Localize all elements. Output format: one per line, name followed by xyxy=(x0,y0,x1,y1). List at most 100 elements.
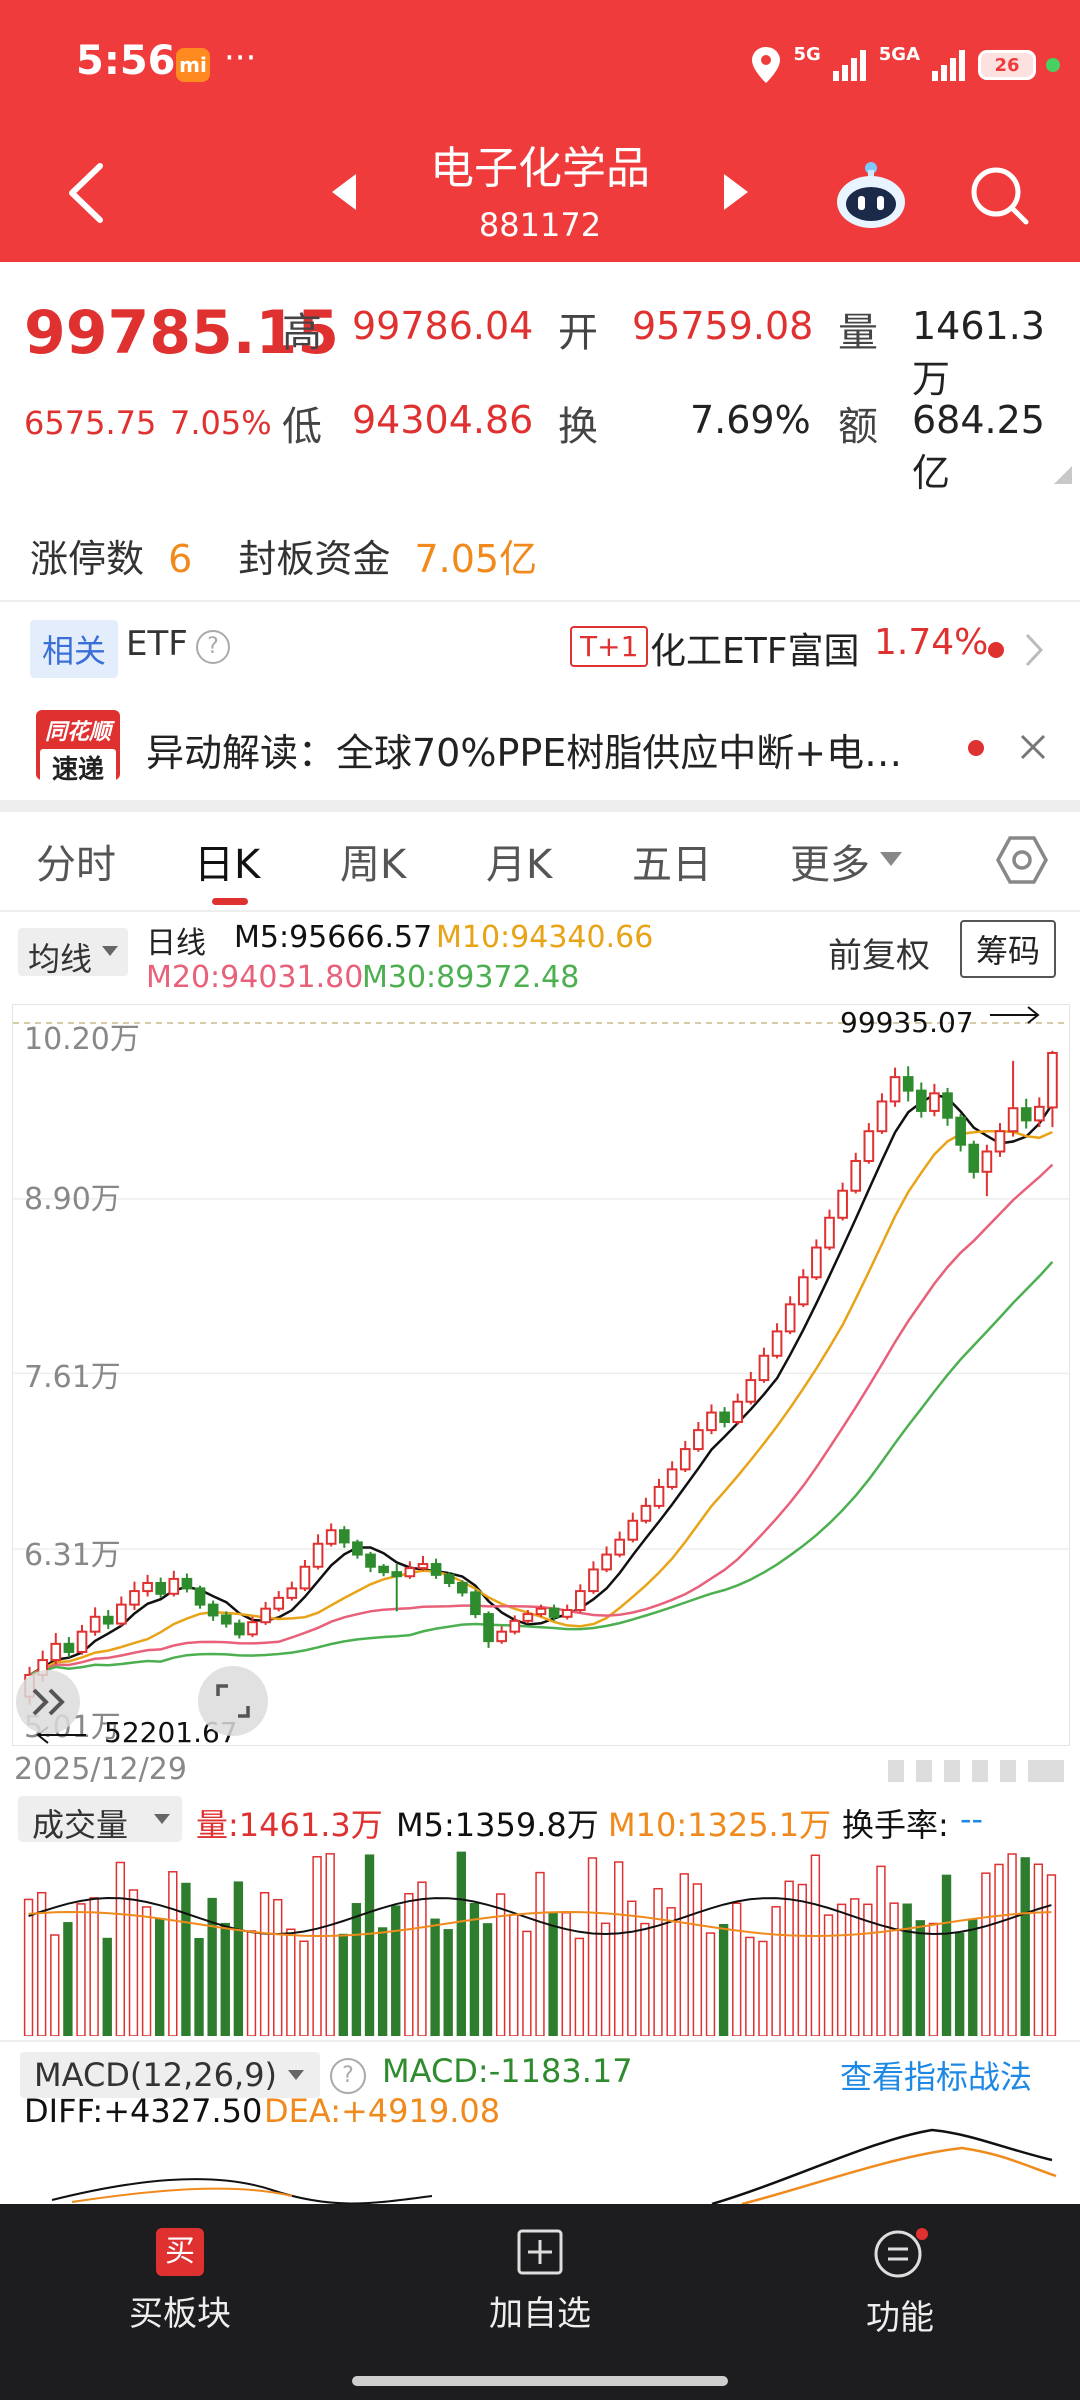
macd-help-icon[interactable]: ? xyxy=(330,2058,366,2094)
ma-line-m20 xyxy=(29,1163,1054,1677)
tab-five-day[interactable]: 五日 xyxy=(632,842,712,888)
candle xyxy=(404,1561,416,1579)
buy-sector-button[interactable]: 买 买板块 xyxy=(80,2228,280,2335)
candle xyxy=(443,1572,455,1588)
limit-up-count-label: 涨停数 xyxy=(30,537,145,581)
volume-bar xyxy=(273,1898,283,2036)
privacy-dot-icon xyxy=(1046,58,1060,72)
period-label: 日线 xyxy=(146,926,206,961)
bottom-nav: 买 买板块 加自选 功能 xyxy=(0,2204,1080,2400)
volume-bar xyxy=(705,1932,716,2036)
add-watchlist-label: 加自选 xyxy=(489,2294,591,2334)
network-5ga-label: 5GA xyxy=(878,43,920,65)
candle xyxy=(509,1615,521,1635)
prev-sector-icon[interactable] xyxy=(330,172,358,212)
volume-bar xyxy=(810,1854,821,2036)
volume-bar xyxy=(443,1929,453,2036)
limit-up-row[interactable]: 涨停数 6 封板资金 7.05亿 xyxy=(30,528,537,583)
expand-corner-icon[interactable] xyxy=(1054,466,1072,484)
max-arrow-icon xyxy=(990,1006,1040,1024)
tab-weekly-k[interactable]: 周K xyxy=(340,842,407,888)
candle xyxy=(601,1546,612,1573)
etf-label: ETF xyxy=(126,624,188,664)
candle xyxy=(63,1637,75,1658)
signal-icon-2 xyxy=(932,50,965,81)
high-value: 99786.04 xyxy=(352,304,534,348)
candle xyxy=(325,1523,337,1547)
volume-bar xyxy=(745,1936,755,2036)
tab-daily-k[interactable]: 日K xyxy=(194,842,261,888)
macd-dropdown-arrow-icon xyxy=(288,2070,304,2080)
etf-name[interactable]: 化工ETF富国 xyxy=(650,631,860,672)
volume-value: 1461.3万 xyxy=(912,304,1045,401)
fullscreen-button[interactable] xyxy=(198,1666,268,1736)
close-icon[interactable] xyxy=(1018,732,1048,762)
y-tick-label: 10.20万 xyxy=(24,1022,140,1057)
help-icon[interactable]: ? xyxy=(196,630,230,664)
ma20-value: M20:94031.80 xyxy=(146,960,364,995)
back-arrow-icon[interactable] xyxy=(66,162,106,224)
candle xyxy=(470,1589,481,1619)
macd-dropdown[interactable]: MACD(12,26,9) xyxy=(20,2052,320,2098)
home-indicator[interactable] xyxy=(352,2376,728,2386)
volume-bar xyxy=(1007,1853,1017,2036)
macd-diff: DIFF:+4327.50 xyxy=(24,2092,263,2130)
volume-bar xyxy=(482,1923,493,2036)
candle xyxy=(207,1600,219,1621)
candle xyxy=(430,1558,442,1579)
chips-button[interactable]: 筹码 xyxy=(960,920,1057,978)
ma-line-m10 xyxy=(29,1129,1053,1677)
volume-bar xyxy=(561,1911,571,2036)
candle xyxy=(234,1619,245,1639)
tab-more[interactable]: 更多 xyxy=(790,842,870,888)
timeline-scroll-icon[interactable] xyxy=(888,1760,1068,1782)
fuquan-toggle[interactable]: 前复权 xyxy=(828,936,930,976)
robot-assistant-icon[interactable] xyxy=(834,160,908,230)
candle xyxy=(312,1534,324,1570)
add-watchlist-button[interactable]: 加自选 xyxy=(440,2228,640,2335)
volume-bar xyxy=(1033,1863,1044,2036)
candle xyxy=(942,1087,953,1126)
x-axis-date: 2025/12/29 xyxy=(14,1752,187,1787)
low-value: 94304.86 xyxy=(352,398,534,442)
collapse-panel-button[interactable] xyxy=(16,1670,80,1734)
volume-bar xyxy=(574,1937,585,2036)
candle xyxy=(535,1604,547,1617)
volume-bar xyxy=(732,1902,742,2036)
functions-button[interactable]: 功能 xyxy=(800,2228,1000,2339)
candle xyxy=(352,1539,363,1559)
volume-label: 量 xyxy=(838,310,878,356)
etf-pct: 1.74% xyxy=(874,622,989,663)
indicator-strategy-link[interactable]: 查看指标战法 xyxy=(840,2058,1033,2096)
volume-bar xyxy=(640,1922,650,2036)
candle xyxy=(575,1584,586,1613)
volume-dropdown[interactable]: 成交量 xyxy=(18,1796,182,1844)
macd-dea: DEA:+4919.08 xyxy=(264,2092,501,2130)
ma-dropdown[interactable]: 均线 xyxy=(18,928,128,978)
chart-settings-icon[interactable] xyxy=(996,834,1048,886)
more-dropdown-icon[interactable] xyxy=(880,852,902,866)
y-tick-label: 7.61万 xyxy=(24,1360,121,1395)
candle xyxy=(1020,1098,1032,1129)
volume-bar xyxy=(522,1930,532,2036)
chevron-right-icon[interactable] xyxy=(1024,632,1044,668)
ma5-value: M5:95666.57 xyxy=(234,920,433,955)
macd-value: MACD:-1183.17 xyxy=(382,2052,633,2090)
volume-bar xyxy=(312,1856,322,2036)
seal-fund-label: 封板资金 xyxy=(238,537,391,581)
candle xyxy=(116,1596,127,1627)
candlestick-chart[interactable] xyxy=(12,1004,1070,1746)
volume-chart[interactable] xyxy=(12,1846,1068,2036)
active-tab-indicator xyxy=(212,898,248,905)
next-sector-icon[interactable] xyxy=(722,172,750,212)
candle xyxy=(496,1626,507,1644)
candle xyxy=(719,1407,730,1428)
search-icon[interactable] xyxy=(968,164,1032,228)
volume-bar xyxy=(863,1903,873,2036)
news-headline[interactable]: 异动解读：全球70%PPE树脂供应中断+电… xyxy=(146,731,903,775)
tab-monthly-k[interactable]: 月K xyxy=(486,842,553,888)
volume-bar xyxy=(155,1918,165,2036)
tab-intraday[interactable]: 分时 xyxy=(36,842,116,888)
volume-current: 量:1461.3万 xyxy=(196,1806,383,1844)
divider xyxy=(0,600,1080,602)
